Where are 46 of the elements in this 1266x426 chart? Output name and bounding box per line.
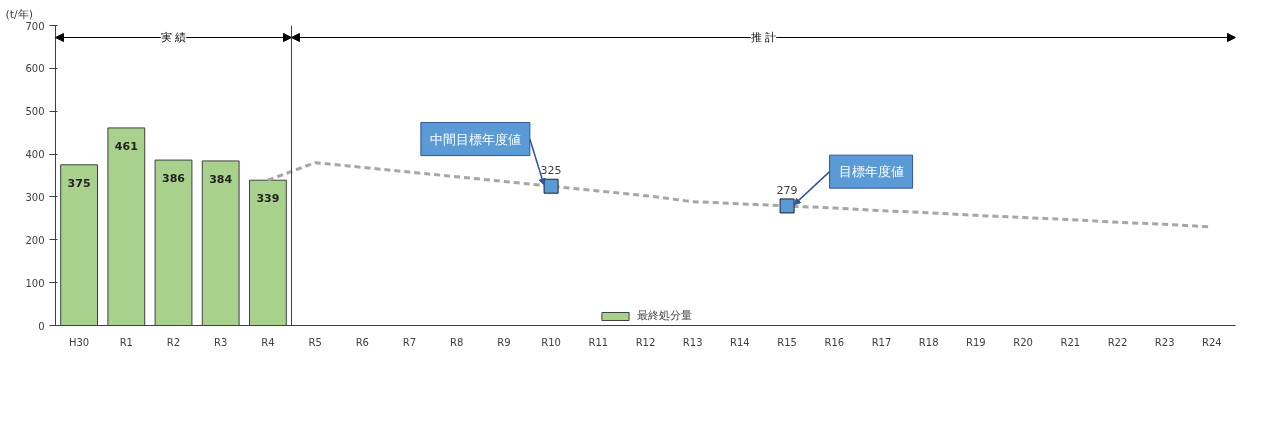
- annotation: 実 績: [160, 31, 187, 44]
- x-tick-label: H30: [68, 336, 90, 348]
- x-tick-label: R10: [541, 336, 561, 348]
- x-tick-label: R11: [588, 336, 609, 348]
- y-tick-label: 400: [25, 149, 45, 161]
- x-tick-label: R4: [261, 336, 275, 348]
- y-axis-title: (t/年): [5, 7, 34, 21]
- data-label: 339: [256, 192, 280, 206]
- data-label: 279: [776, 183, 798, 197]
- y-tick-label: 200: [25, 234, 45, 246]
- x-tick-label: R24: [1202, 336, 1222, 348]
- x-tick-label: R20: [1013, 336, 1033, 348]
- y-tick-label: 100: [25, 277, 45, 289]
- data-label: 325: [540, 164, 562, 178]
- x-tick-label: R16: [824, 336, 845, 348]
- y-tick-label: 500: [25, 106, 45, 118]
- legend-label: 最終処分量: [637, 308, 692, 323]
- x-tick-label: R19: [966, 336, 986, 348]
- annotation: 推 計: [750, 31, 777, 44]
- x-tick-label: R9: [497, 336, 511, 348]
- x-tick-label: R5: [308, 336, 322, 348]
- x-tick-label: R13: [682, 336, 703, 348]
- x-tick-label: R21: [1060, 336, 1081, 348]
- x-tick-label: R2: [166, 336, 181, 348]
- data-label: 386: [162, 172, 186, 186]
- x-tick-label: R18: [918, 336, 939, 348]
- x-tick-label: R15: [777, 336, 797, 348]
- annotation: 中間目標年度値: [429, 131, 521, 147]
- x-tick-label: R7: [402, 336, 417, 348]
- data-label: 384: [209, 172, 233, 186]
- data-label: 461: [114, 139, 138, 153]
- y-tick-label: 0: [38, 320, 45, 332]
- x-tick-label: R12: [635, 336, 656, 348]
- x-tick-label: R1: [119, 336, 133, 348]
- annotation: 目標年度値: [838, 164, 904, 180]
- data-label: 375: [67, 176, 91, 190]
- x-tick-label: R6: [355, 336, 369, 348]
- x-tick-label: R23: [1154, 336, 1175, 348]
- y-tick-label: 700: [25, 20, 45, 32]
- x-tick-label: R17: [871, 336, 892, 348]
- x-tick-label: R14: [730, 336, 750, 348]
- y-tick-label: 600: [25, 63, 45, 75]
- y-tick-label: 300: [25, 191, 45, 203]
- x-tick-label: R22: [1107, 336, 1128, 348]
- x-tick-label: R8: [450, 336, 464, 348]
- x-tick-label: R3: [214, 336, 228, 348]
